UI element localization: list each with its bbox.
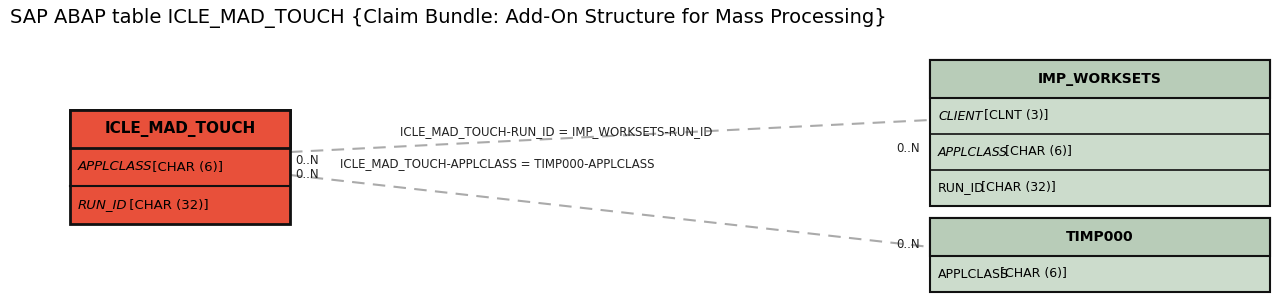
FancyBboxPatch shape [930, 218, 1270, 292]
Text: 0..N: 0..N [896, 237, 920, 250]
Text: APPLCLASS: APPLCLASS [938, 268, 1009, 281]
FancyBboxPatch shape [930, 218, 1270, 256]
Text: TIMP000: TIMP000 [1066, 230, 1133, 244]
Text: CLIENT: CLIENT [938, 109, 983, 123]
Text: [CHAR (6)]: [CHAR (6)] [148, 161, 223, 174]
Text: ICLE_MAD_TOUCH: ICLE_MAD_TOUCH [104, 121, 255, 137]
Text: APPLCLASS: APPLCLASS [79, 161, 152, 174]
Text: APPLCLASS: APPLCLASS [938, 146, 1009, 158]
FancyBboxPatch shape [70, 110, 290, 224]
Text: ICLE_MAD_TOUCH-RUN_ID = IMP_WORKSETS-RUN_ID: ICLE_MAD_TOUCH-RUN_ID = IMP_WORKSETS-RUN… [401, 125, 712, 138]
Text: IMP_WORKSETS: IMP_WORKSETS [1038, 72, 1162, 86]
Text: [CHAR (32)]: [CHAR (32)] [978, 181, 1056, 195]
Text: [CHAR (6)]: [CHAR (6)] [997, 268, 1068, 281]
Text: [CHAR (6)]: [CHAR (6)] [1001, 146, 1072, 158]
Text: ICLE_MAD_TOUCH-APPLCLASS = TIMP000-APPLCLASS: ICLE_MAD_TOUCH-APPLCLASS = TIMP000-APPLC… [340, 157, 654, 170]
Text: [CLNT (3)]: [CLNT (3)] [980, 109, 1048, 123]
FancyBboxPatch shape [70, 110, 290, 148]
Text: [CHAR (32)]: [CHAR (32)] [125, 199, 209, 212]
FancyBboxPatch shape [930, 60, 1270, 206]
Text: 0..N: 0..N [295, 168, 318, 181]
FancyBboxPatch shape [930, 60, 1270, 98]
Text: SAP ABAP table ICLE_MAD_TOUCH {Claim Bundle: Add-On Structure for Mass Processin: SAP ABAP table ICLE_MAD_TOUCH {Claim Bun… [10, 8, 886, 28]
Text: 0..N: 0..N [896, 141, 920, 154]
Text: RUN_ID: RUN_ID [79, 199, 128, 212]
Text: 0..N: 0..N [295, 154, 318, 167]
Text: RUN_ID: RUN_ID [938, 181, 985, 195]
